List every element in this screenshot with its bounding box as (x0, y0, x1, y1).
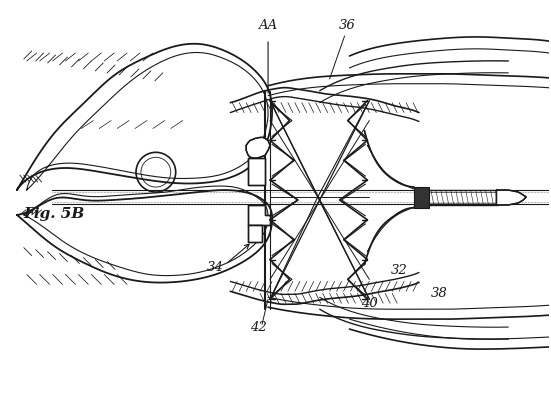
Polygon shape (246, 138, 270, 158)
Text: 40: 40 (361, 297, 377, 310)
Polygon shape (414, 187, 429, 208)
Text: 38: 38 (430, 287, 447, 300)
Polygon shape (496, 190, 526, 205)
Polygon shape (248, 205, 270, 225)
Text: 42: 42 (250, 321, 267, 334)
Text: Fig. 5B: Fig. 5B (24, 207, 85, 221)
Text: AA: AA (258, 19, 278, 32)
Text: 32: 32 (391, 264, 408, 277)
Text: 34: 34 (207, 262, 224, 275)
Polygon shape (248, 158, 265, 185)
Text: 36: 36 (339, 19, 356, 32)
Polygon shape (248, 225, 262, 242)
